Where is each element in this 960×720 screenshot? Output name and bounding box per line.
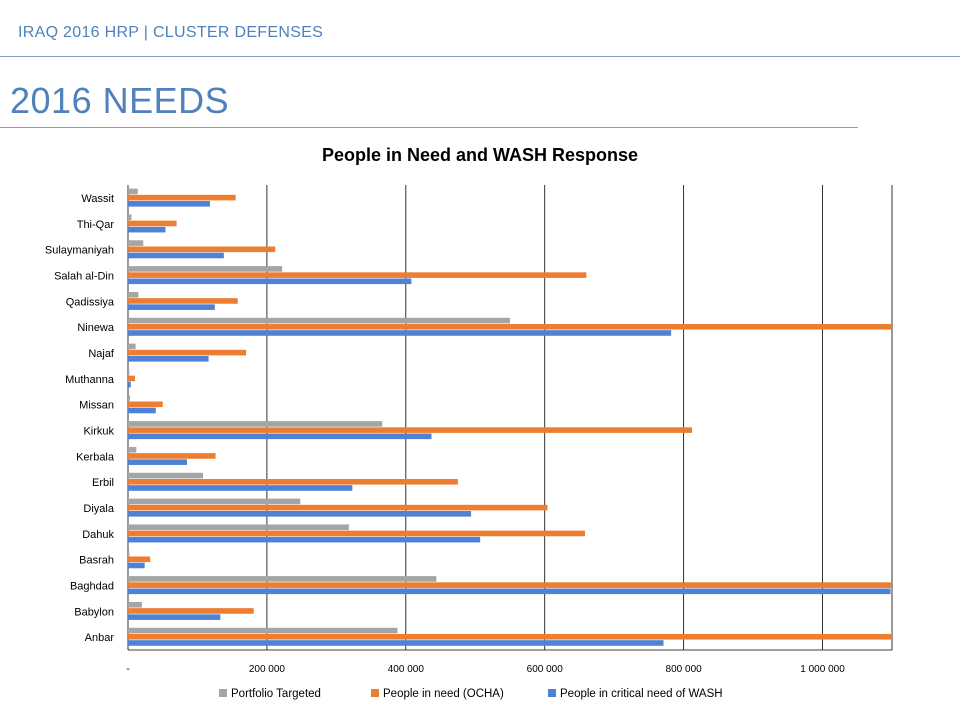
bar-portfolio-targeted xyxy=(128,576,437,582)
title-divider xyxy=(0,127,858,128)
bar-people-in-need-ocha xyxy=(128,272,587,278)
bar-portfolio-targeted xyxy=(128,343,136,350)
bar-portfolio-targeted xyxy=(128,498,301,505)
category-label: Basrah xyxy=(79,555,114,567)
bar-portfolio-targeted xyxy=(128,214,132,221)
bar-people-in-need-ocha xyxy=(128,375,135,382)
bar-critical-wash xyxy=(128,536,481,543)
legend-entry: People in need (OCHA) xyxy=(383,688,504,700)
header-title: IRAQ 2016 HRP | CLUSTER DEFENSES xyxy=(18,24,324,41)
bar-critical-wash xyxy=(128,459,188,465)
bar-critical-wash xyxy=(128,356,209,362)
bar-portfolio-targeted xyxy=(128,291,139,298)
x-tick-label: 800 000 xyxy=(666,664,703,675)
bar-portfolio-targeted xyxy=(128,266,283,272)
category-label: Missan xyxy=(79,400,114,412)
legend-swatch xyxy=(548,689,556,697)
bar-critical-wash xyxy=(128,511,472,517)
bar-people-in-need-ocha xyxy=(128,556,151,563)
category-label: Erbil xyxy=(92,477,114,489)
chart-title: People in Need and WASH Response xyxy=(322,145,638,165)
page-title: 2016 NEEDS xyxy=(10,80,230,121)
bar-critical-wash xyxy=(128,330,672,336)
bar-people-in-need-ocha xyxy=(128,478,458,485)
category-label: Thi-Qar xyxy=(77,219,115,231)
category-label: Salah al-Din xyxy=(54,270,114,282)
x-tick-label: 1 000 000 xyxy=(800,664,845,675)
bar-critical-wash xyxy=(128,562,145,569)
bar-portfolio-targeted xyxy=(128,627,398,634)
category-label: Sulaymaniyah xyxy=(45,245,114,257)
bar-critical-wash xyxy=(128,304,215,310)
bar-portfolio-targeted xyxy=(128,369,130,376)
bar-critical-wash xyxy=(128,278,412,285)
bar-people-in-need-ocha xyxy=(128,633,892,640)
bar-people-in-need-ocha xyxy=(128,530,586,537)
header-divider xyxy=(0,56,960,57)
legend-entry: People in critical need of WASH xyxy=(560,688,723,700)
category-label: Anbar xyxy=(85,632,115,644)
bar-people-in-need-ocha xyxy=(128,453,216,459)
bar-portfolio-targeted xyxy=(128,601,142,608)
bar-portfolio-targeted xyxy=(128,524,349,531)
bar-people-in-need-ocha xyxy=(128,194,236,201)
bar-people-in-need-ocha xyxy=(128,504,548,511)
bar-critical-wash xyxy=(128,252,224,259)
bar-portfolio-targeted xyxy=(128,240,144,246)
category-label: Dahuk xyxy=(82,529,114,541)
bar-people-in-need-ocha xyxy=(128,427,692,433)
category-label: Wassit xyxy=(81,193,114,205)
x-tick-label: 600 000 xyxy=(527,664,564,675)
bar-portfolio-targeted xyxy=(128,317,510,324)
category-label: Babylon xyxy=(74,606,114,618)
bar-people-in-need-ocha xyxy=(128,298,238,304)
bar-critical-wash xyxy=(128,614,221,620)
bar-critical-wash xyxy=(128,433,432,440)
category-label: Kirkuk xyxy=(83,425,114,437)
bar-critical-wash xyxy=(128,588,891,595)
bar-critical-wash xyxy=(128,485,353,491)
bar-chart: People in Need and WASH Response - 200 000… xyxy=(45,145,893,700)
category-label: Qadissiya xyxy=(66,296,115,308)
category-label: Muthanna xyxy=(65,374,115,386)
x-tick-label: 400 000 xyxy=(388,664,425,675)
bar-portfolio-targeted xyxy=(128,188,138,195)
bar-portfolio-targeted xyxy=(128,395,131,401)
category-label: Kerbala xyxy=(76,451,115,463)
bar-portfolio-targeted xyxy=(128,446,137,453)
bar-people-in-need-ocha xyxy=(128,220,177,227)
bar-critical-wash xyxy=(128,407,156,414)
bar-critical-wash xyxy=(128,226,166,233)
bar-people-in-need-ocha xyxy=(128,401,163,408)
bar-portfolio-targeted xyxy=(128,472,204,479)
bar-people-in-need-ocha xyxy=(128,608,254,614)
bar-critical-wash xyxy=(128,201,210,207)
category-label: Najaf xyxy=(88,348,115,360)
bar-people-in-need-ocha xyxy=(128,582,892,588)
bar-people-in-need-ocha xyxy=(128,323,892,330)
bar-portfolio-targeted xyxy=(128,550,130,556)
bar-portfolio-targeted xyxy=(128,421,383,427)
legend-entry: Portfolio Targeted xyxy=(231,688,321,700)
bar-critical-wash xyxy=(128,381,131,388)
category-label: Ninewa xyxy=(77,322,115,334)
bar-people-in-need-ocha xyxy=(128,246,276,253)
x-tick-label: - xyxy=(126,664,129,675)
bar-critical-wash xyxy=(128,640,664,646)
legend-swatch xyxy=(219,689,227,697)
x-tick-label: 200 000 xyxy=(249,664,286,675)
category-label: Baghdad xyxy=(70,580,114,592)
bar-people-in-need-ocha xyxy=(128,349,247,356)
legend-swatch xyxy=(371,689,379,697)
category-label: Diyala xyxy=(83,503,114,515)
